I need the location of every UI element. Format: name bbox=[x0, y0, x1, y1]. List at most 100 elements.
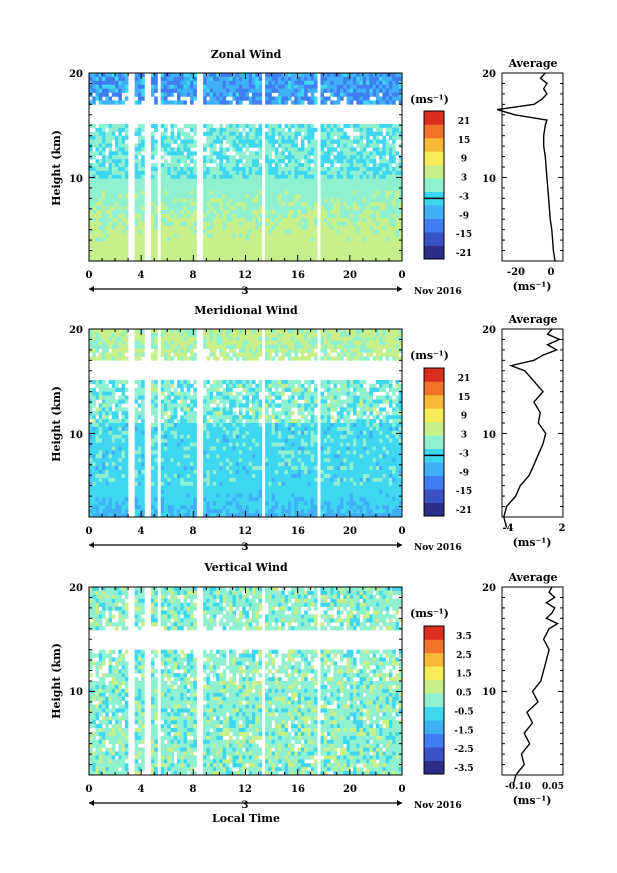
heatmap-cell bbox=[124, 198, 129, 203]
heatmap-cell bbox=[242, 76, 246, 82]
heatmap-cell bbox=[212, 206, 217, 211]
heatmap-cell bbox=[141, 426, 145, 432]
heatmap-cell bbox=[141, 430, 145, 436]
heatmap-cell bbox=[183, 340, 188, 345]
heatmap-cell bbox=[245, 202, 250, 207]
heatmap-cell bbox=[111, 174, 116, 180]
heatmap-cell bbox=[248, 155, 253, 160]
heatmap-cell bbox=[294, 88, 298, 93]
heatmap-cell bbox=[343, 186, 347, 191]
heatmap-cell bbox=[310, 214, 315, 219]
heatmap-cell bbox=[150, 438, 155, 443]
heatmap-cell bbox=[382, 167, 386, 172]
heatmap-cell bbox=[291, 151, 295, 156]
heatmap-cell bbox=[137, 383, 142, 389]
heatmap-cell bbox=[242, 155, 246, 160]
heatmap-cell bbox=[203, 415, 207, 420]
heatmap-cell bbox=[382, 190, 386, 195]
heatmap-cell bbox=[137, 225, 142, 230]
heatmap-cell bbox=[170, 100, 175, 105]
heatmap-cell bbox=[183, 344, 188, 349]
heatmap-cell bbox=[118, 202, 122, 207]
heatmap-cell bbox=[89, 442, 93, 447]
heatmap-cell bbox=[212, 76, 217, 82]
heatmap-cell bbox=[294, 233, 298, 238]
heatmap-cell bbox=[89, 340, 93, 345]
heatmap-cell bbox=[170, 356, 175, 361]
heatmap-cell bbox=[307, 100, 312, 105]
heatmap-cell bbox=[268, 194, 272, 199]
heatmap-cell bbox=[323, 249, 328, 254]
heatmap-cell bbox=[92, 198, 96, 203]
heatmap-cell bbox=[340, 139, 344, 144]
heatmap-cell bbox=[330, 225, 334, 230]
heatmap-cell bbox=[150, 513, 155, 518]
heatmap-cell bbox=[111, 501, 116, 506]
heatmap-cell bbox=[108, 241, 113, 246]
heatmap-cell bbox=[203, 147, 207, 152]
heatmap-cell bbox=[248, 210, 253, 215]
heatmap-cell bbox=[89, 430, 93, 436]
heatmap-cell bbox=[219, 139, 223, 144]
heatmap-cell bbox=[274, 237, 279, 242]
heatmap-cell bbox=[313, 139, 318, 144]
heatmap-cell bbox=[225, 135, 230, 140]
heatmap-cell bbox=[287, 96, 292, 101]
heatmap-cell bbox=[366, 163, 370, 168]
heatmap-cell bbox=[118, 462, 122, 467]
heatmap-cell bbox=[92, 450, 96, 455]
heatmap-cell bbox=[102, 348, 106, 353]
heatmap-cell bbox=[343, 143, 347, 148]
heatmap-cell bbox=[336, 139, 341, 144]
heatmap-cell bbox=[170, 167, 175, 172]
heatmap-cell bbox=[154, 237, 158, 242]
heatmap-cell bbox=[111, 217, 116, 223]
heatmap-cell bbox=[124, 344, 129, 349]
heatmap-cell bbox=[173, 139, 178, 144]
heatmap-cell bbox=[115, 245, 119, 250]
heatmap-cell bbox=[108, 221, 113, 227]
heatmap-cell bbox=[281, 96, 285, 101]
heatmap-cell bbox=[287, 155, 292, 160]
heatmap-cell bbox=[307, 159, 312, 164]
heatmap-cell bbox=[274, 245, 279, 250]
heatmap-cell bbox=[255, 143, 259, 148]
heatmap-cell bbox=[141, 383, 145, 389]
heatmap-cell bbox=[265, 163, 269, 168]
heatmap-cell bbox=[313, 245, 318, 250]
heatmap-cell bbox=[163, 497, 168, 502]
heatmap-cell bbox=[206, 423, 210, 428]
heatmap-cell bbox=[395, 92, 400, 97]
heatmap-cell bbox=[232, 80, 237, 86]
heatmap-cell bbox=[323, 229, 328, 234]
heatmap-cell bbox=[203, 229, 207, 234]
heatmap-cell bbox=[150, 147, 155, 152]
heatmap-cell bbox=[349, 80, 354, 86]
heatmap-cell bbox=[212, 143, 217, 148]
heatmap-cell bbox=[222, 221, 227, 227]
heatmap-cell bbox=[382, 241, 386, 246]
heatmap-cell bbox=[333, 186, 338, 191]
heatmap-cell bbox=[219, 135, 223, 140]
heatmap-cell bbox=[89, 253, 93, 258]
heatmap-cell bbox=[102, 340, 106, 345]
heatmap-cell bbox=[190, 411, 194, 416]
colorbar-swatch bbox=[424, 178, 444, 193]
heatmap-cell bbox=[356, 253, 360, 258]
heatmap-cell bbox=[398, 253, 403, 258]
heatmap-cell bbox=[167, 454, 171, 459]
heatmap-cell bbox=[225, 225, 230, 230]
heatmap-cell bbox=[379, 123, 383, 129]
heatmap-cell bbox=[177, 477, 181, 483]
heatmap-cell bbox=[356, 221, 360, 227]
heatmap-cell bbox=[300, 217, 305, 223]
heatmap-cell bbox=[271, 186, 276, 191]
heatmap-cell bbox=[183, 76, 188, 82]
heatmap-cell bbox=[294, 190, 298, 195]
heatmap-cell bbox=[271, 221, 276, 227]
heatmap-cell bbox=[327, 80, 331, 86]
heatmap-cell bbox=[173, 395, 178, 400]
heatmap-cell bbox=[92, 329, 96, 334]
heatmap-cell bbox=[95, 434, 100, 439]
heatmap-cell bbox=[287, 143, 292, 148]
